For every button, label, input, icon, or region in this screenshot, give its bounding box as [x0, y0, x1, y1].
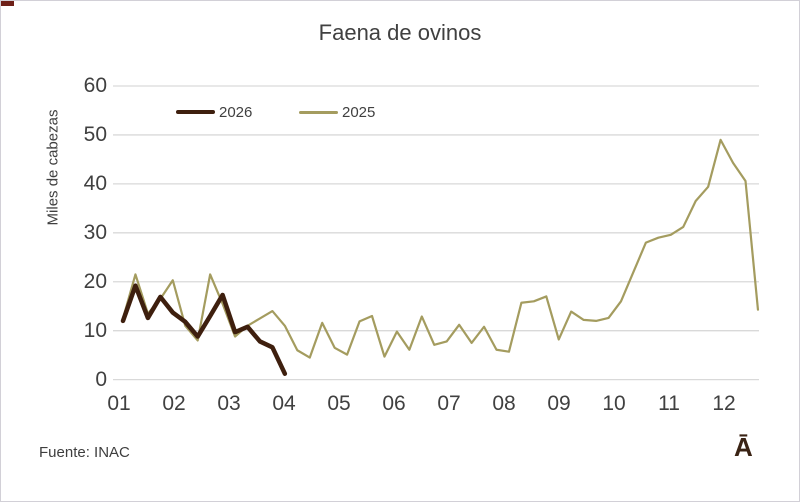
- y-tick-label: 0: [95, 367, 107, 391]
- y-tick-label: 60: [83, 74, 107, 98]
- legend-item-2025: 2025: [299, 103, 376, 121]
- x-tick-label: 07: [437, 392, 461, 415]
- y-tick-label: 10: [83, 318, 107, 342]
- legend-item-2026: 2026: [176, 103, 253, 121]
- x-tick-label: 06: [382, 392, 406, 415]
- x-tick-label: 02: [162, 392, 186, 415]
- x-tick-label: 08: [492, 392, 516, 415]
- legend-swatch-2025: [299, 110, 338, 114]
- logo-glyph: Ā: [734, 432, 753, 462]
- series-line-2025: [121, 138, 760, 359]
- x-tick-label: 09: [547, 392, 571, 415]
- legend-label-2025: 2025: [342, 103, 376, 121]
- x-tick-label: 01: [107, 392, 131, 415]
- legend-swatch-2026: [176, 110, 215, 114]
- series-line-2026: [120, 283, 288, 376]
- x-tick-label: 03: [217, 392, 241, 415]
- y-tick-label: 20: [83, 269, 107, 293]
- source-note: Fuente: INAC: [39, 444, 130, 461]
- y-tick-label: 40: [83, 171, 107, 195]
- y-tick-label: 50: [83, 122, 107, 146]
- y-tick-label: 30: [83, 220, 107, 244]
- x-tick-label: 12: [712, 392, 736, 415]
- x-tick-label: 10: [602, 392, 626, 415]
- legend-label-2026: 2026: [219, 103, 253, 121]
- x-tick-label: 04: [272, 392, 296, 415]
- x-tick-label: 11: [658, 392, 680, 415]
- corner-accent-mark: [1, 1, 14, 6]
- x-tick-label: 05: [327, 392, 351, 415]
- chart-title: Faena de ovinos: [318, 20, 482, 45]
